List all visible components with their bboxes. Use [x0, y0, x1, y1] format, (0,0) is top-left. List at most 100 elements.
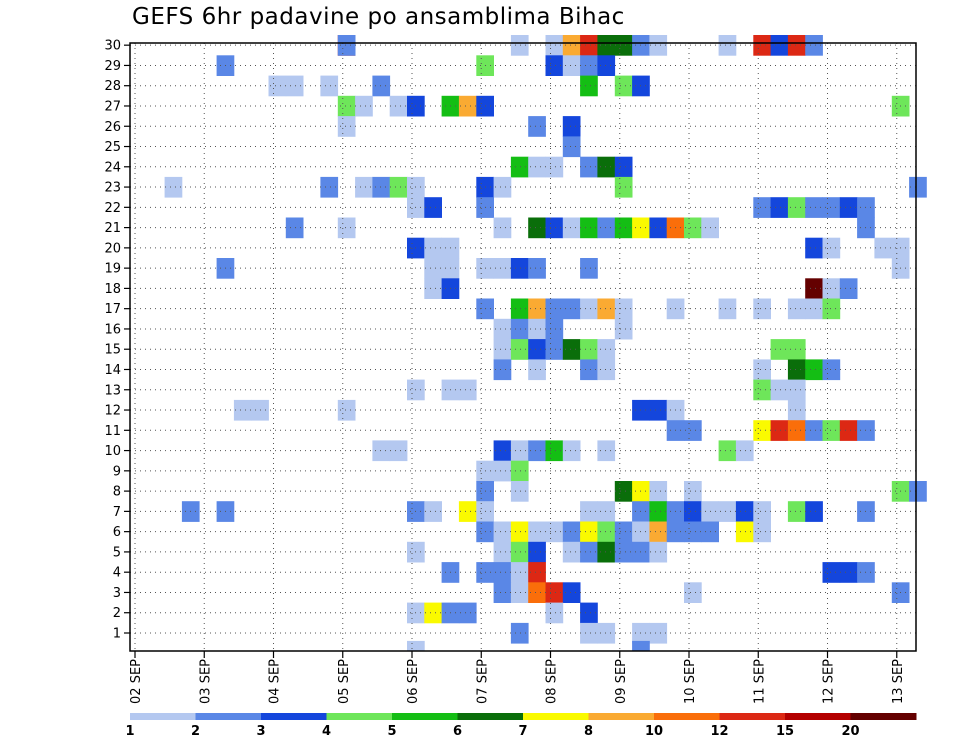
heatmap-cell [735, 521, 754, 543]
x-tick-label: 04 SEP [268, 659, 283, 704]
x-tick-label: 08 SEP [545, 659, 560, 704]
heatmap-cell [770, 379, 789, 401]
x-tick-label: 03 SEP [198, 659, 213, 704]
heatmap-cell [562, 217, 581, 239]
heatmap-cell [753, 197, 771, 218]
heatmap-cell [735, 440, 754, 462]
heatmap-cell [545, 318, 564, 340]
heatmap-cell [510, 622, 529, 644]
heatmap-cell [424, 237, 442, 259]
heatmap-cell [580, 217, 598, 239]
heatmap-cell [545, 582, 564, 603]
heatmap-cell [684, 420, 702, 441]
heatmap-cell [493, 318, 512, 340]
colorbar-segment [850, 713, 917, 720]
heatmap-cell [510, 521, 529, 543]
heatmap-cell [562, 339, 581, 360]
colorbar-segment [654, 713, 720, 720]
heatmap-cell [718, 501, 737, 522]
heatmap-cell [510, 258, 529, 279]
heatmap-cell [597, 501, 616, 522]
heatmap-cell [510, 541, 529, 563]
heatmap-cell [684, 217, 702, 239]
heatmap-cell [649, 541, 668, 563]
heatmap-cell [580, 339, 598, 360]
heatmap-cell [337, 217, 356, 239]
heatmap-cell [580, 501, 598, 522]
heatmap-cells [164, 35, 927, 652]
heatmap-cell [510, 440, 529, 462]
colorbar-label: 1 [125, 724, 134, 739]
y-tick-label: 19 [104, 262, 121, 277]
heatmap-cell [684, 521, 702, 543]
heatmap-cell [822, 298, 841, 320]
heatmap-cell [597, 359, 616, 381]
heatmap-cell [649, 35, 668, 56]
y-tick-label: 17 [104, 302, 121, 317]
heatmap-cell [493, 582, 512, 603]
heatmap-cell [787, 197, 806, 218]
colorbar-label: 8 [584, 724, 593, 739]
y-tick-label: 1 [113, 627, 121, 642]
heatmap-cell [805, 420, 823, 441]
heatmap-cell [372, 75, 391, 97]
heatmap-cell [285, 75, 304, 97]
heatmap-cell [424, 501, 442, 522]
heatmap-cell [770, 339, 789, 360]
heatmap-cell [372, 440, 391, 462]
heatmap-cell [562, 116, 581, 137]
heatmap-cell [718, 298, 737, 320]
x-tick-label: 06 SEP [406, 659, 421, 704]
heatmap-cell [528, 440, 546, 462]
heatmap-cell [562, 298, 581, 320]
heatmap-cell [424, 278, 442, 299]
heatmap-cell [458, 602, 477, 624]
heatmap-cell [562, 582, 581, 603]
heatmap-cell [493, 217, 512, 239]
heatmap-cell [909, 481, 927, 502]
heatmap-cell [493, 339, 512, 360]
heatmap-cell [562, 35, 581, 56]
colorbar-segment [130, 713, 196, 720]
y-tick-label: 30 [104, 39, 121, 54]
heatmap-cell [597, 217, 616, 239]
heatmap-cell [649, 501, 668, 522]
heatmap-cell [337, 35, 356, 56]
x-tick-label: 09 SEP [614, 659, 629, 704]
heatmap-cell [839, 197, 858, 218]
y-tick-label: 11 [104, 424, 121, 439]
heatmap-cell [545, 602, 564, 624]
heatmap-cell [805, 237, 823, 259]
heatmap-cell [545, 217, 564, 239]
heatmap-cell [268, 75, 287, 97]
heatmap-cell [580, 359, 598, 381]
heatmap-cell [580, 602, 598, 624]
heatmap-cell [597, 440, 616, 462]
heatmap-cell [822, 197, 841, 218]
heatmap-cell [510, 339, 529, 360]
x-tick-label: 13 SEP [891, 659, 906, 704]
heatmap-cell [787, 399, 806, 421]
heatmap-cell [545, 55, 564, 76]
heatmap-cell [597, 35, 616, 56]
y-tick-label: 5 [113, 545, 121, 560]
heatmap-cell [562, 440, 581, 462]
heatmap-cell [337, 95, 356, 117]
heatmap-cell [753, 35, 771, 56]
heatmap-cell [528, 359, 546, 381]
colorbar-segment [588, 713, 655, 720]
heatmap-cell [562, 521, 581, 543]
colorbar-label: 10 [645, 724, 663, 739]
heatmap-cell [580, 75, 598, 97]
heatmap-cell [805, 35, 823, 56]
y-tick-label: 27 [104, 99, 121, 114]
colorbar-label: 15 [776, 724, 794, 739]
heatmap-cell [580, 258, 598, 279]
heatmap-cell [770, 197, 789, 218]
heatmap-cell [510, 298, 529, 320]
heatmap-cell [545, 298, 564, 320]
heatmap-cell [787, 379, 806, 401]
heatmap-cell [528, 562, 546, 583]
heatmap-cell [510, 481, 529, 502]
heatmap-cell [805, 501, 823, 522]
